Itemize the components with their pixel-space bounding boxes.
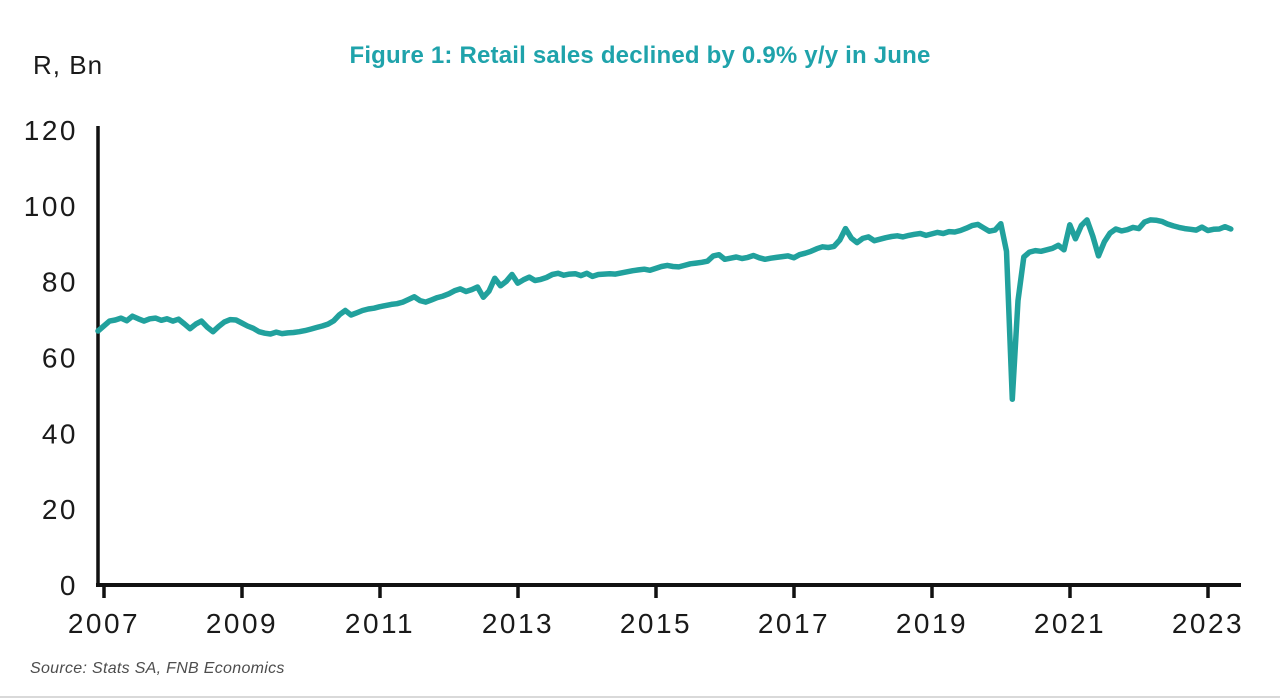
- x-tick-label: 2011: [345, 608, 415, 639]
- y-tick-label: 20: [42, 494, 78, 525]
- y-axis-unit-label: R, Bn: [33, 50, 104, 80]
- y-tick-label: 60: [42, 343, 78, 374]
- y-tick-label: 40: [42, 418, 78, 449]
- y-tick-label: 0: [60, 570, 78, 601]
- x-tick-label: 2015: [620, 608, 692, 639]
- x-tick-label: 2019: [896, 608, 968, 639]
- retail-sales-line: [95, 217, 1234, 402]
- x-tick-label: 2007: [68, 608, 140, 639]
- x-tick-label: 2021: [1034, 608, 1106, 639]
- chart-title: Figure 1: Retail sales declined by 0.9% …: [349, 42, 931, 69]
- source-note: Source: Stats SA, FNB Economics: [30, 660, 285, 677]
- y-tick-label: 120: [24, 115, 78, 146]
- x-tick-label: 2023: [1172, 608, 1244, 639]
- x-tick-label: 2017: [758, 608, 830, 639]
- x-tick-label: 2013: [482, 608, 554, 639]
- y-tick-label: 80: [42, 267, 78, 298]
- x-tick-label: 2009: [206, 608, 278, 639]
- y-tick-label: 100: [24, 191, 78, 222]
- bottom-divider: [0, 696, 1280, 698]
